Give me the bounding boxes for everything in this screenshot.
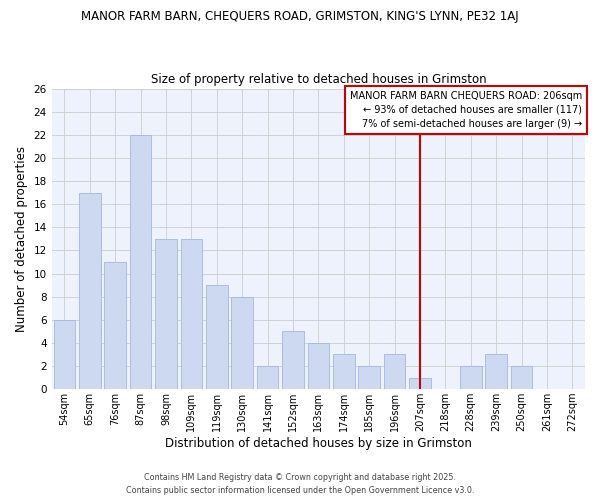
- Bar: [511, 366, 532, 389]
- Bar: [384, 354, 406, 389]
- Bar: [155, 239, 177, 389]
- Bar: [460, 366, 482, 389]
- Bar: [206, 285, 227, 389]
- Bar: [232, 296, 253, 389]
- Text: Contains HM Land Registry data © Crown copyright and database right 2025.
Contai: Contains HM Land Registry data © Crown c…: [126, 473, 474, 495]
- Bar: [308, 343, 329, 389]
- Bar: [53, 320, 75, 389]
- Bar: [485, 354, 507, 389]
- Bar: [333, 354, 355, 389]
- Bar: [181, 239, 202, 389]
- Bar: [130, 135, 151, 389]
- X-axis label: Distribution of detached houses by size in Grimston: Distribution of detached houses by size …: [165, 437, 472, 450]
- Bar: [282, 332, 304, 389]
- Text: MANOR FARM BARN CHEQUERS ROAD: 206sqm
← 93% of detached houses are smaller (117): MANOR FARM BARN CHEQUERS ROAD: 206sqm ← …: [350, 91, 583, 129]
- Bar: [79, 192, 101, 389]
- Text: MANOR FARM BARN, CHEQUERS ROAD, GRIMSTON, KING'S LYNN, PE32 1AJ: MANOR FARM BARN, CHEQUERS ROAD, GRIMSTON…: [81, 10, 519, 23]
- Bar: [104, 262, 126, 389]
- Bar: [358, 366, 380, 389]
- Bar: [257, 366, 278, 389]
- Y-axis label: Number of detached properties: Number of detached properties: [15, 146, 28, 332]
- Bar: [409, 378, 431, 389]
- Title: Size of property relative to detached houses in Grimston: Size of property relative to detached ho…: [151, 73, 486, 86]
